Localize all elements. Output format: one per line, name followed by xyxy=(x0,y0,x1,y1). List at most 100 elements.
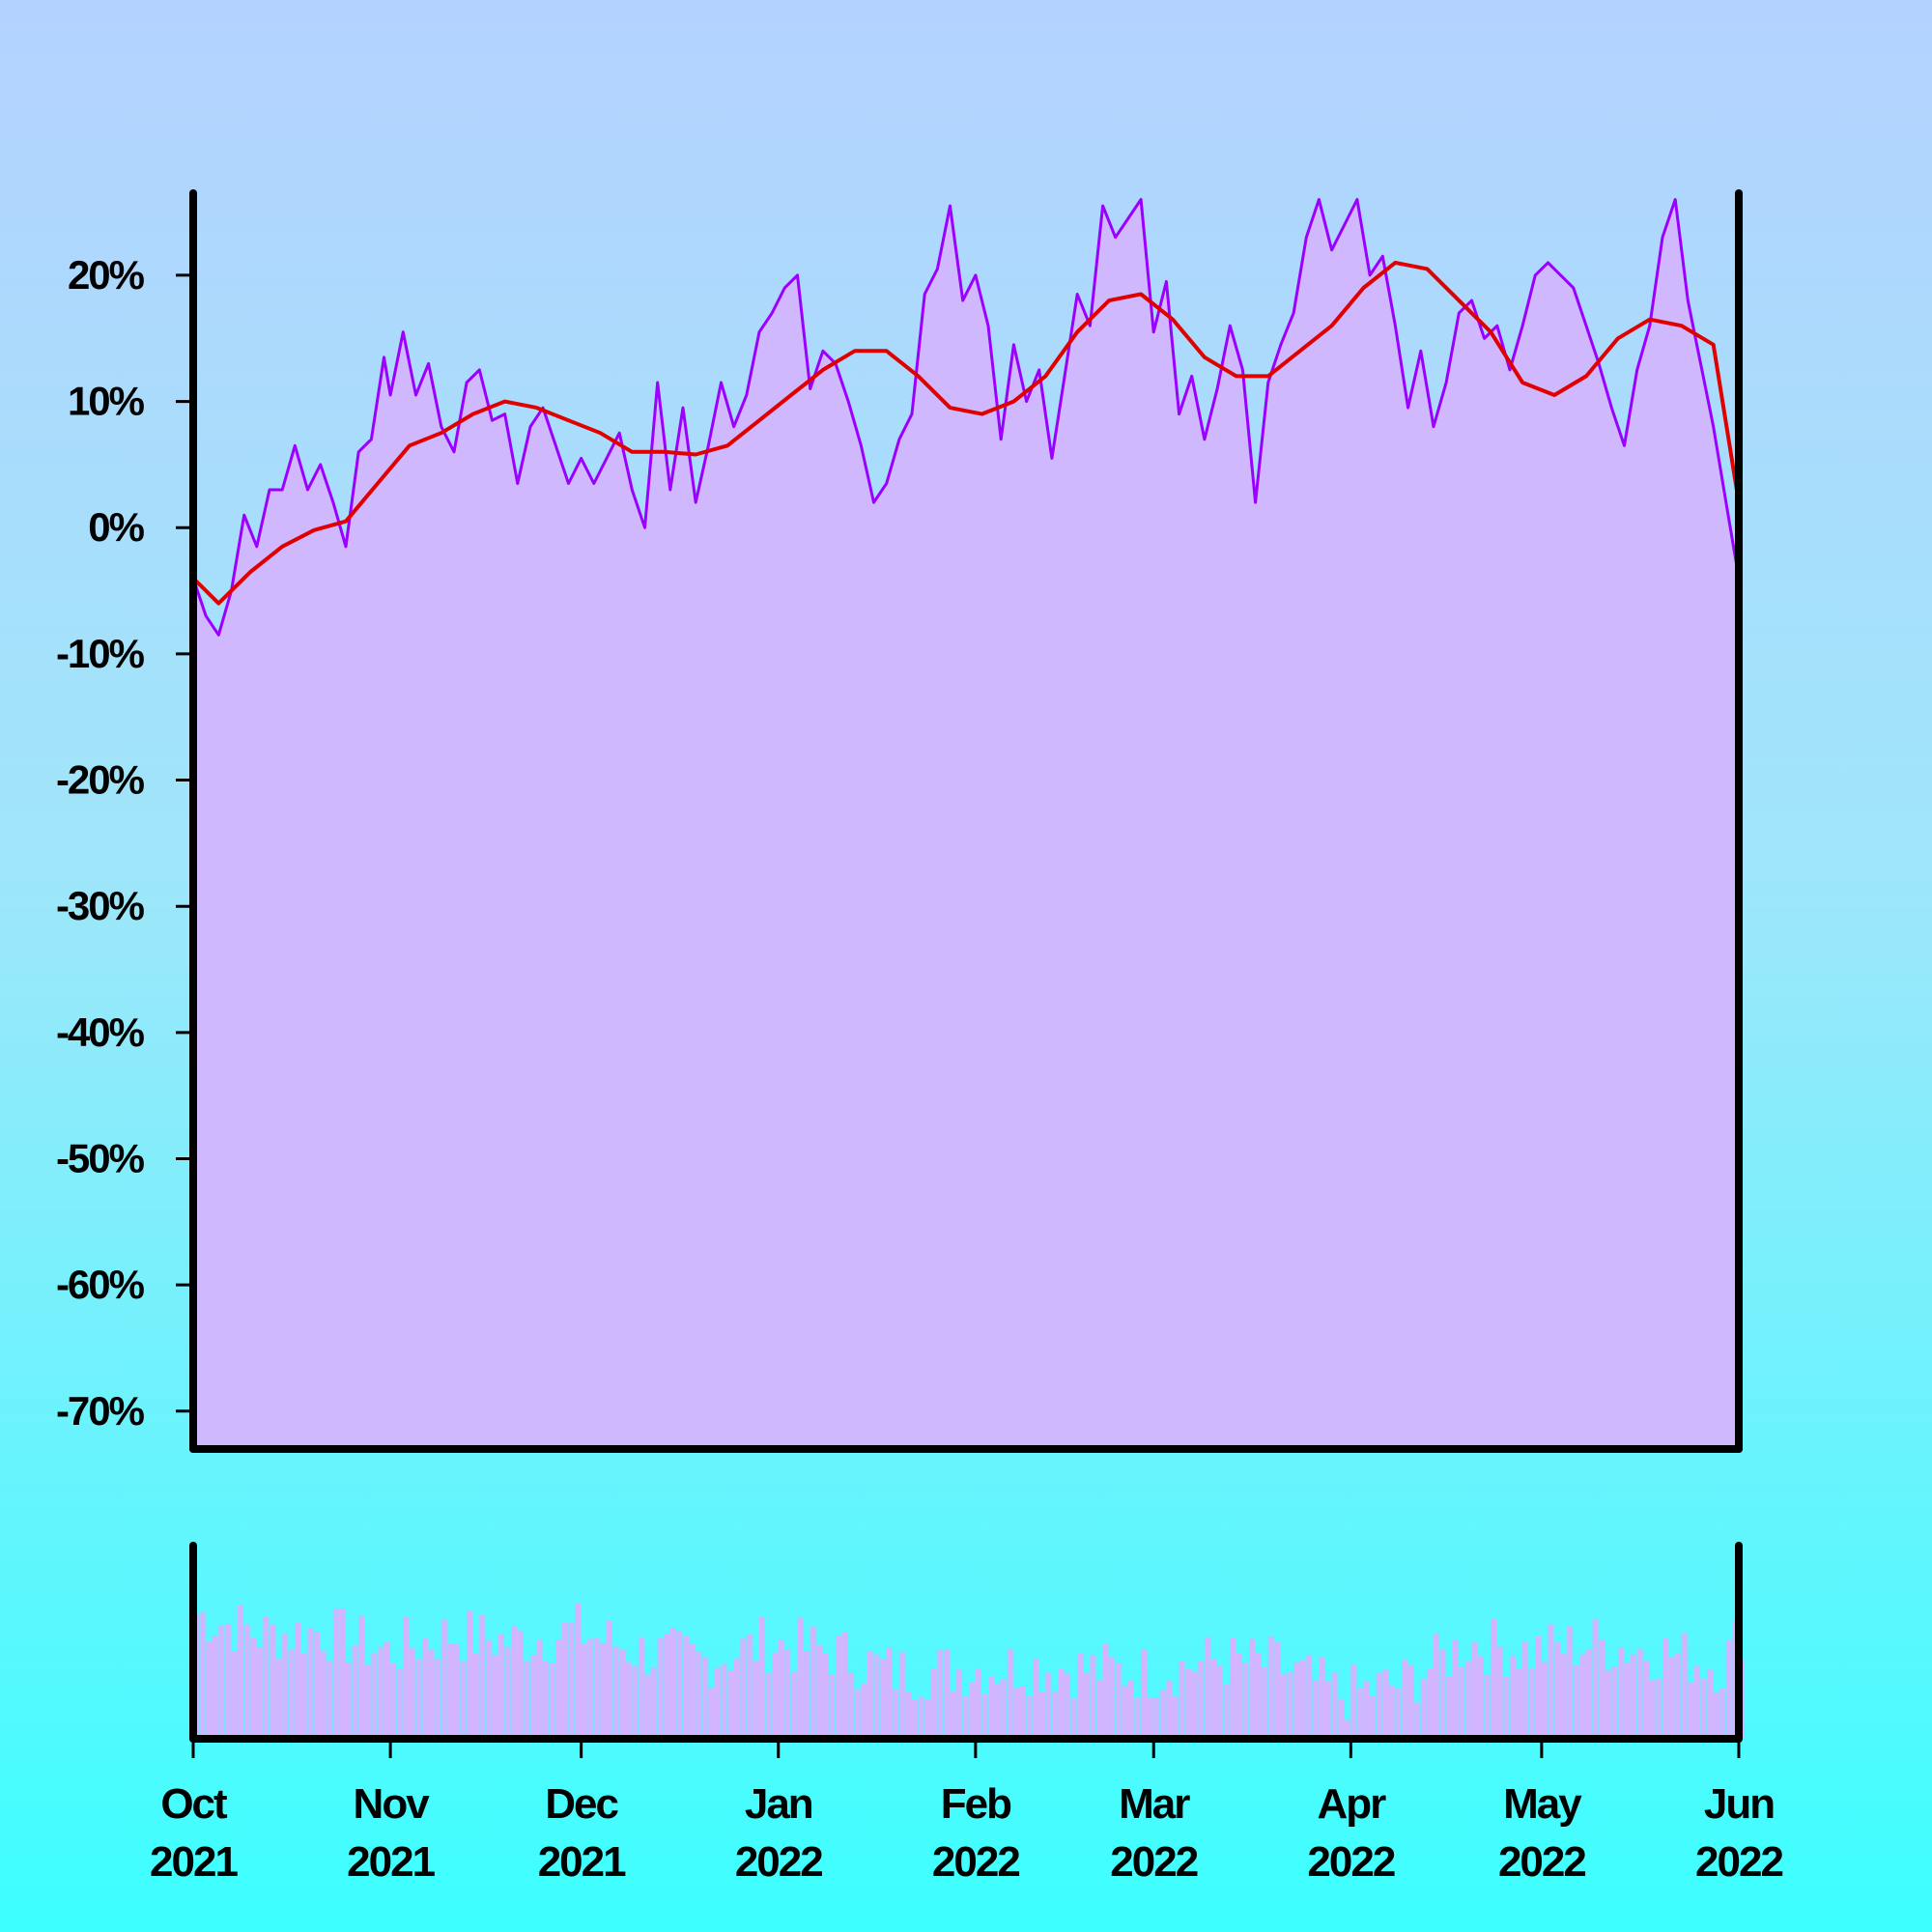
volume-bar xyxy=(994,1683,1001,1739)
volume-bar xyxy=(282,1633,289,1739)
volume-bar xyxy=(199,1611,206,1739)
volume-bar xyxy=(485,1640,492,1739)
volume-bar xyxy=(530,1655,536,1739)
volume-bar xyxy=(263,1616,270,1739)
volume-bar xyxy=(721,1663,727,1739)
volume-bar xyxy=(1439,1649,1446,1739)
volume-bar xyxy=(1636,1648,1643,1739)
volume-bar xyxy=(1395,1688,1402,1739)
volume-bar xyxy=(1388,1685,1395,1739)
volume-bar xyxy=(1115,1662,1122,1739)
volume-bar xyxy=(517,1631,524,1739)
volume-bar xyxy=(1554,1642,1561,1739)
volume-bar xyxy=(543,1661,550,1739)
y-tick-label: -40% xyxy=(56,1009,145,1055)
volume-bar xyxy=(1656,1678,1662,1739)
volume-bar xyxy=(206,1640,213,1739)
volume-bar xyxy=(1242,1662,1249,1739)
volume-bar xyxy=(612,1646,619,1739)
volume-bar xyxy=(1236,1653,1242,1739)
volume-bar xyxy=(1725,1640,1732,1739)
y-tick-label: 0% xyxy=(88,504,144,550)
x-tick-label-month: May xyxy=(1503,1780,1582,1828)
volume-bar xyxy=(1592,1619,1599,1739)
volume-bar xyxy=(1134,1697,1141,1739)
volume-bar xyxy=(1617,1647,1624,1739)
volume-bar xyxy=(746,1634,753,1739)
volume-bar xyxy=(1179,1661,1185,1739)
volume-bar xyxy=(1649,1679,1656,1739)
volume-bar xyxy=(683,1635,689,1739)
volume-bar xyxy=(1083,1672,1090,1739)
x-tick-label-year: 2022 xyxy=(1695,1838,1782,1886)
volume-bar xyxy=(256,1647,263,1739)
volume-bar xyxy=(390,1663,397,1739)
volume-bar xyxy=(307,1628,314,1739)
volume-bar xyxy=(415,1659,422,1739)
volume-bar xyxy=(1496,1646,1503,1739)
volume-bar xyxy=(1299,1660,1306,1739)
volume-bar xyxy=(1051,1690,1058,1739)
volume-bar xyxy=(1280,1673,1287,1739)
volume-bar xyxy=(944,1649,950,1739)
volume-bar xyxy=(1331,1672,1338,1739)
volume-bar xyxy=(1605,1669,1611,1739)
volume-bar xyxy=(1541,1662,1548,1739)
volume-bar xyxy=(460,1661,467,1739)
volume-bar xyxy=(581,1643,587,1739)
volume-bar xyxy=(759,1617,765,1739)
series-1-line xyxy=(191,198,1741,637)
volume-bar xyxy=(504,1646,511,1739)
main-plot: 20% 10% 0% -10% -20% -30% -40% -50% -60% -70% xyxy=(56,189,1743,1453)
x-tick-label-year: 2022 xyxy=(1307,1838,1394,1886)
volume-bar xyxy=(778,1639,784,1739)
volume-bar xyxy=(1147,1697,1153,1739)
volume-bar xyxy=(1274,1642,1281,1739)
volume-bar xyxy=(435,1659,441,1739)
volume-bar xyxy=(472,1653,479,1739)
volume-bar xyxy=(1528,1667,1535,1739)
volume-bar xyxy=(1262,1666,1268,1739)
volume-bar xyxy=(218,1625,225,1739)
volume-bar xyxy=(1001,1679,1008,1739)
volume-bar xyxy=(1522,1641,1529,1739)
volume-bar xyxy=(848,1672,855,1739)
volume-bar xyxy=(1223,1685,1230,1739)
volume-bar xyxy=(498,1634,504,1739)
x-tick-label-month: Apr xyxy=(1317,1780,1386,1828)
volume-bar xyxy=(1503,1676,1510,1739)
volume-bar xyxy=(270,1624,275,1739)
volume-bar xyxy=(1338,1698,1345,1739)
volume-plot: Oct 2021 Nov 2021 Dec 2021 Jan 2022 Feb 2022 Mar 20… xyxy=(150,1542,1784,1886)
volume-bar xyxy=(403,1617,410,1739)
volume-bar xyxy=(1382,1669,1389,1739)
volume-bar xyxy=(873,1654,880,1739)
volume-plot-frame xyxy=(189,1542,1743,1743)
volume-bar xyxy=(275,1659,282,1739)
volume-bar xyxy=(816,1644,823,1739)
x-tick-label-year: 2021 xyxy=(538,1838,626,1886)
volume-bar xyxy=(657,1637,664,1739)
volume-bar xyxy=(1306,1655,1313,1739)
volume-bar xyxy=(377,1646,384,1739)
volume-bar xyxy=(607,1620,612,1739)
volume-bar xyxy=(1007,1648,1013,1739)
x-tick-label-month: Oct xyxy=(160,1780,228,1828)
volume-bar xyxy=(479,1614,486,1739)
volume-bar xyxy=(644,1675,651,1739)
volume-bar xyxy=(975,1668,981,1739)
volume-bar xyxy=(1713,1692,1719,1739)
volume-bar xyxy=(587,1638,594,1739)
volume-bar xyxy=(854,1689,861,1739)
volume-bar xyxy=(1427,1668,1434,1739)
y-tick-label: -70% xyxy=(56,1388,145,1434)
volume-bar xyxy=(930,1668,937,1739)
volume-bar xyxy=(1402,1660,1407,1739)
x-tick-label-year: 2022 xyxy=(735,1838,822,1886)
volume-bar xyxy=(1376,1672,1382,1739)
main-plot-frame xyxy=(189,189,1743,1453)
volume-bar xyxy=(898,1652,905,1739)
volume-bar xyxy=(1356,1688,1363,1739)
volume-bar xyxy=(1255,1653,1262,1739)
